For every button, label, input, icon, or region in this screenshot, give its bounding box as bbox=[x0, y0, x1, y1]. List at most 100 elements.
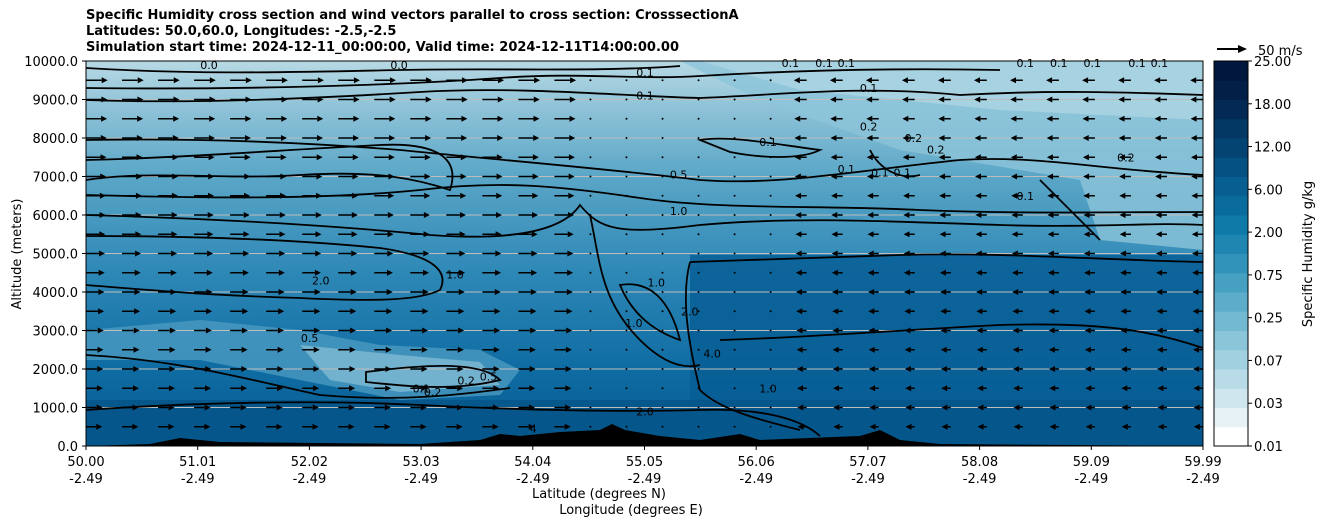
wind-vector bbox=[831, 269, 843, 276]
wind-vector bbox=[867, 212, 879, 218]
wind-vector bbox=[446, 269, 466, 276]
wind-vector bbox=[1118, 135, 1131, 141]
wind-vector bbox=[589, 368, 592, 370]
wind-vector bbox=[867, 192, 879, 199]
wind-vector bbox=[940, 346, 951, 353]
wind-vectors bbox=[86, 77, 1203, 430]
wind-vector bbox=[302, 154, 323, 161]
wind-vector bbox=[589, 214, 592, 216]
contour-label: 1.0 bbox=[670, 205, 688, 218]
wind-vector bbox=[1083, 173, 1095, 180]
contour-label: 0.1 bbox=[1151, 57, 1169, 70]
wind-vector bbox=[904, 308, 915, 315]
wind-vector bbox=[733, 387, 736, 390]
wind-vector bbox=[446, 423, 463, 430]
wind-vector bbox=[1084, 308, 1095, 315]
wind-vector bbox=[769, 368, 772, 370]
wind-vector bbox=[554, 212, 575, 218]
wind-vector bbox=[482, 346, 500, 353]
wind-vector bbox=[733, 329, 736, 332]
wind-vector bbox=[938, 173, 951, 180]
wind-vector bbox=[589, 175, 592, 178]
wind-vector bbox=[769, 194, 772, 197]
quiver-key: 50 m/s bbox=[1217, 44, 1303, 59]
wind-vector bbox=[554, 423, 571, 430]
contour-line bbox=[365, 364, 502, 388]
wind-vector bbox=[554, 269, 574, 276]
wind-vector bbox=[446, 327, 465, 334]
wind-vector bbox=[1082, 115, 1095, 122]
wind-vector bbox=[697, 252, 700, 255]
wind-vector bbox=[625, 175, 628, 178]
wind-vector bbox=[868, 289, 879, 295]
wind-vector bbox=[338, 231, 358, 238]
wind-vector bbox=[86, 250, 105, 257]
wind-vector bbox=[1119, 212, 1131, 218]
wind-vector bbox=[625, 406, 628, 409]
wind-vector bbox=[518, 212, 538, 218]
wind-vector bbox=[410, 346, 428, 353]
colorbar-tick-label: 0.03 bbox=[1254, 397, 1283, 412]
contour-line bbox=[696, 137, 824, 158]
contour-label: 1.0 bbox=[446, 269, 464, 282]
wind-vector bbox=[625, 348, 628, 351]
wind-vector bbox=[904, 327, 915, 334]
x-tick-label-lon: -2.49 bbox=[404, 472, 438, 487]
wind-vector bbox=[795, 212, 807, 218]
contour-label: 1.0 bbox=[625, 317, 643, 330]
wind-vector bbox=[867, 269, 879, 276]
contour-label: 0.5 bbox=[480, 371, 498, 384]
wind-vector bbox=[1082, 96, 1095, 103]
wind-vector bbox=[554, 231, 574, 238]
wind-vector bbox=[904, 289, 915, 295]
wind-vector bbox=[697, 233, 700, 236]
wind-vector bbox=[410, 77, 432, 84]
wind-vector bbox=[554, 404, 572, 411]
wind-vector bbox=[1190, 135, 1203, 141]
wind-vector bbox=[122, 289, 141, 295]
x-tick-label-lon: -2.49 bbox=[1074, 472, 1108, 487]
wind-vector bbox=[374, 96, 396, 103]
wind-vector bbox=[158, 77, 180, 84]
wind-vector bbox=[974, 154, 987, 161]
wind-vector bbox=[1048, 327, 1059, 334]
wind-vector bbox=[158, 308, 177, 315]
wind-vector bbox=[733, 271, 736, 274]
wind-vector bbox=[976, 308, 987, 315]
wind-vector bbox=[338, 366, 356, 372]
wind-vector bbox=[482, 289, 501, 295]
wind-vector bbox=[410, 289, 429, 295]
wind-vector bbox=[903, 269, 915, 276]
wind-vector bbox=[122, 231, 142, 238]
colorbar-segment bbox=[1214, 80, 1248, 100]
wind-vector bbox=[1154, 135, 1167, 141]
wind-vector bbox=[374, 250, 394, 257]
colorbar-segment bbox=[1214, 138, 1248, 158]
wind-vector bbox=[518, 289, 537, 295]
wind-vector bbox=[794, 154, 807, 161]
contour-line bbox=[86, 401, 821, 437]
colorbar-segment bbox=[1214, 292, 1248, 312]
wind-vector bbox=[1083, 231, 1095, 238]
wind-vector bbox=[194, 423, 211, 430]
wind-vector bbox=[1082, 154, 1095, 161]
wind-vector bbox=[86, 327, 104, 334]
wind-vector bbox=[374, 135, 396, 141]
x-tick-label-lon: -2.49 bbox=[181, 472, 215, 487]
x-tick-label-lon: -2.49 bbox=[739, 472, 773, 487]
contour-label: 0.1 bbox=[815, 57, 833, 70]
wind-vector bbox=[589, 348, 592, 351]
wind-vector bbox=[869, 404, 879, 411]
wind-vector bbox=[1010, 77, 1023, 84]
wind-vector bbox=[1154, 96, 1167, 103]
wind-vector bbox=[830, 115, 843, 122]
wind-vector bbox=[194, 327, 212, 334]
wind-vector bbox=[554, 77, 577, 84]
wind-vector bbox=[86, 173, 107, 180]
wind-vector bbox=[1046, 115, 1059, 122]
wind-vector bbox=[518, 385, 536, 392]
contour-label: 0.2 bbox=[860, 120, 878, 133]
wind-vector bbox=[625, 98, 628, 101]
wind-vector bbox=[769, 252, 772, 255]
wind-vector bbox=[795, 269, 807, 276]
